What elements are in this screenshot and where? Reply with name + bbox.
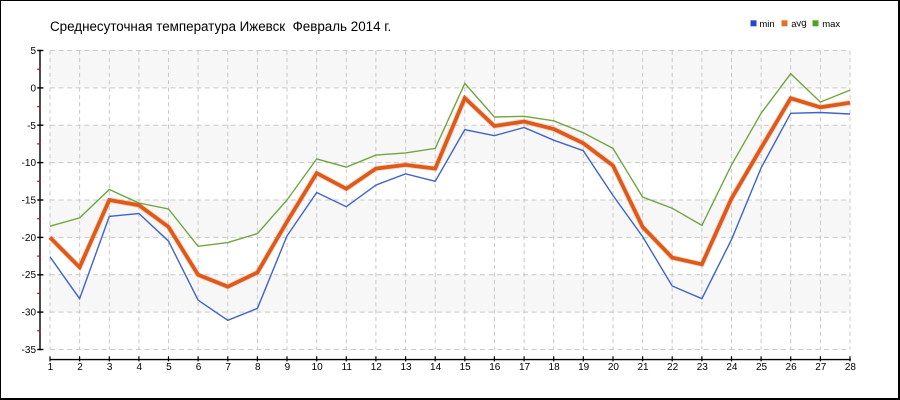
svg-text:21: 21 <box>637 362 649 373</box>
svg-text:0: 0 <box>30 83 36 94</box>
svg-text:max: max <box>822 19 840 30</box>
svg-text:14: 14 <box>430 362 442 373</box>
svg-text:20: 20 <box>608 362 620 373</box>
svg-text:10: 10 <box>312 362 324 373</box>
svg-text:-20: -20 <box>22 233 37 244</box>
svg-text:15: 15 <box>460 362 472 373</box>
svg-text:6: 6 <box>196 362 202 373</box>
svg-text:27: 27 <box>815 362 827 373</box>
svg-text:11: 11 <box>342 362 353 373</box>
svg-text:17: 17 <box>519 362 531 373</box>
svg-text:18: 18 <box>549 362 561 373</box>
svg-text:23: 23 <box>697 362 709 373</box>
svg-text:5: 5 <box>166 362 172 373</box>
svg-text:4: 4 <box>137 362 143 373</box>
svg-text:-35: -35 <box>22 345 37 356</box>
svg-text:-5: -5 <box>27 121 36 132</box>
svg-text:24: 24 <box>726 362 738 373</box>
svg-text:16: 16 <box>489 362 501 373</box>
svg-text:7: 7 <box>225 362 231 373</box>
svg-text:min: min <box>759 19 774 30</box>
svg-text:26: 26 <box>786 362 798 373</box>
svg-text:8: 8 <box>255 362 261 373</box>
svg-text:3: 3 <box>107 362 113 373</box>
svg-text:9: 9 <box>285 362 291 373</box>
svg-text:28: 28 <box>845 362 857 373</box>
svg-text:25: 25 <box>756 362 768 373</box>
svg-text:5: 5 <box>30 46 36 57</box>
svg-text:1: 1 <box>48 362 54 373</box>
svg-text:-25: -25 <box>22 270 37 281</box>
svg-text:2: 2 <box>77 362 83 373</box>
svg-text:22: 22 <box>667 362 679 373</box>
svg-text:avg: avg <box>791 18 807 31</box>
svg-text:13: 13 <box>400 362 412 373</box>
svg-text:-15: -15 <box>22 196 37 207</box>
svg-text:19: 19 <box>578 362 590 373</box>
svg-text:-30: -30 <box>22 308 37 319</box>
svg-text:12: 12 <box>371 362 383 373</box>
svg-text:-10: -10 <box>22 158 37 169</box>
svg-text:Среднесуточная температура Иже: Среднесуточная температура Ижевск Феврал… <box>50 19 391 34</box>
